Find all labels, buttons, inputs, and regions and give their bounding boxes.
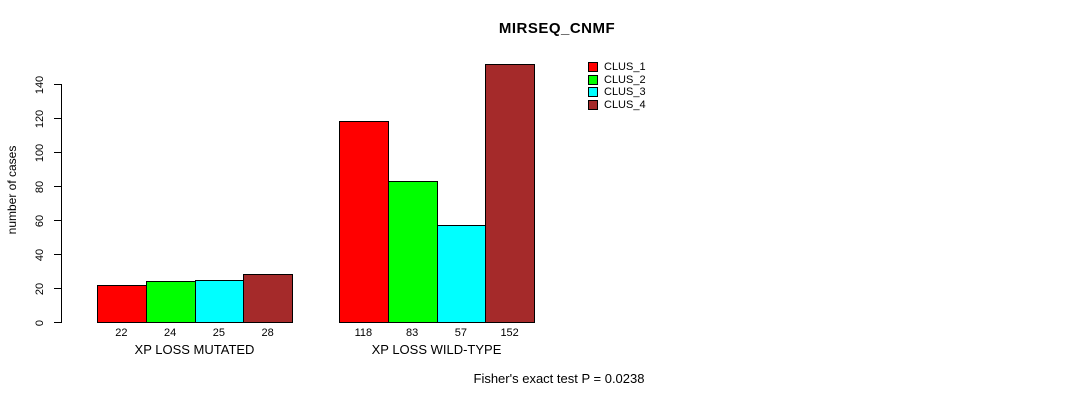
bar-clus_1-mutated bbox=[97, 284, 147, 323]
legend-swatch-clus_3 bbox=[588, 87, 598, 98]
legend-item: CLUS_3 bbox=[588, 86, 646, 99]
legend-label: CLUS_3 bbox=[604, 86, 646, 99]
category-label: XP LOSS WILD-TYPE bbox=[371, 342, 502, 357]
legend-swatch-clus_4 bbox=[588, 99, 598, 110]
bar-clus_3-mutated bbox=[194, 279, 245, 323]
y-tick-mark bbox=[54, 220, 61, 221]
y-axis-title: number of cases bbox=[5, 145, 19, 235]
y-tick-label: 40 bbox=[34, 248, 46, 261]
y-tick-mark bbox=[54, 84, 61, 85]
y-tick-mark bbox=[54, 254, 61, 255]
y-tick-label: 140 bbox=[34, 75, 46, 94]
legend-label: CLUS_4 bbox=[604, 98, 646, 111]
legend-item: CLUS_1 bbox=[588, 61, 646, 74]
y-tick-mark bbox=[54, 118, 61, 119]
bar-clus_3-wildtype bbox=[436, 225, 487, 323]
legend: CLUS_1 CLUS_2 CLUS_3 CLUS_4 bbox=[588, 61, 646, 112]
legend-swatch-clus_2 bbox=[588, 74, 598, 85]
y-axis-line bbox=[61, 84, 62, 323]
legend-item: CLUS_4 bbox=[588, 98, 646, 111]
legend-label: CLUS_1 bbox=[604, 61, 646, 74]
bar-clus_1-wildtype bbox=[339, 121, 389, 323]
bar-value-label: 152 bbox=[500, 327, 519, 339]
y-tick-mark bbox=[54, 152, 61, 153]
fisher-test-annotation: Fisher's exact test P = 0.0238 bbox=[473, 371, 645, 386]
legend-label: CLUS_2 bbox=[604, 73, 646, 86]
bar-clus_2-mutated bbox=[145, 281, 196, 323]
category-label: XP LOSS MUTATED bbox=[134, 342, 255, 357]
y-tick-label: 0 bbox=[34, 319, 46, 326]
bar-clus_4-mutated bbox=[243, 274, 293, 323]
bar-clus_2-wildtype bbox=[387, 180, 438, 323]
bar-value-label: 28 bbox=[261, 327, 274, 339]
legend-item: CLUS_2 bbox=[588, 73, 646, 86]
y-tick-label: 80 bbox=[34, 180, 46, 193]
bar-value-label: 24 bbox=[164, 327, 177, 339]
chart-title: MIRSEQ_CNMF bbox=[498, 20, 616, 37]
bar-value-label: 25 bbox=[212, 327, 225, 339]
y-tick-label: 100 bbox=[34, 143, 46, 162]
y-tick-mark bbox=[54, 186, 61, 187]
bar-clus_4-wildtype bbox=[485, 63, 535, 323]
bar-value-label: 118 bbox=[354, 327, 373, 339]
bar-value-label: 83 bbox=[406, 327, 419, 339]
y-tick-label: 20 bbox=[34, 282, 46, 295]
bar-value-label: 57 bbox=[454, 327, 467, 339]
y-tick-mark bbox=[54, 288, 61, 289]
bar-value-label: 22 bbox=[115, 327, 128, 339]
legend-swatch-clus_1 bbox=[588, 62, 598, 73]
y-tick-label: 60 bbox=[34, 214, 46, 227]
y-tick-mark bbox=[54, 322, 61, 323]
y-tick-label: 120 bbox=[34, 109, 46, 128]
